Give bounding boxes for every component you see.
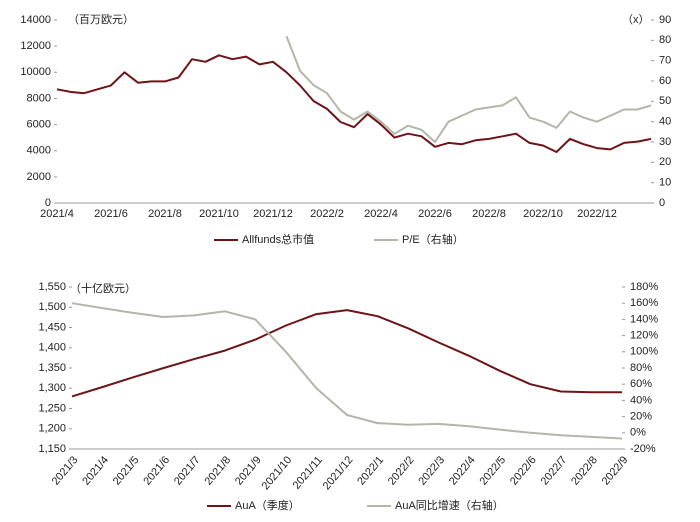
x-tick-label: 2021/8 bbox=[202, 454, 233, 487]
legend-label: AuA同比增速（右轴） bbox=[395, 498, 504, 512]
x-tick-label: 2021/5 bbox=[111, 454, 142, 487]
x-tick-label: 2022/6 bbox=[508, 454, 539, 487]
y-tick-label: 1,250 bbox=[38, 402, 66, 414]
y-tick-label: 1,150 bbox=[38, 443, 66, 455]
x-tick-label: 2021/3 bbox=[50, 454, 81, 487]
x-tick-label: 2021/10 bbox=[260, 454, 295, 492]
x-tick-label: 2022/4 bbox=[364, 208, 398, 220]
x-tick-label: 2021/11 bbox=[291, 454, 325, 492]
x-tick-label: 2022/8 bbox=[472, 208, 506, 220]
legend-label: AuA（季度） bbox=[235, 498, 300, 512]
y2-tick-label: 180% bbox=[630, 281, 658, 293]
x-tick-label: 2022/10 bbox=[523, 208, 563, 220]
x-tick-label: 2022/2 bbox=[310, 208, 344, 220]
y2-tick-label: 10 bbox=[659, 177, 671, 189]
y2-tick-label: 100% bbox=[630, 346, 658, 358]
x-tick-label: 2022/6 bbox=[418, 208, 452, 220]
y-tick-label: 1,500 bbox=[38, 301, 66, 313]
y2-tick-label: 160% bbox=[630, 297, 658, 309]
y2-tick-label: 40% bbox=[630, 394, 652, 406]
y2-tick-label: 0% bbox=[630, 427, 646, 439]
y-tick-label: 1,200 bbox=[38, 423, 66, 435]
series-line bbox=[71, 309, 622, 398]
y-tick-label: 1,400 bbox=[38, 342, 66, 354]
y2-tick-label: 140% bbox=[630, 313, 658, 325]
y2-tick-label: 50 bbox=[659, 95, 671, 107]
legend-label: Allfunds总市值 bbox=[242, 232, 314, 246]
x-tick-label: 2022/3 bbox=[416, 454, 447, 487]
x-tick-label: 2021/12 bbox=[253, 208, 293, 220]
y-tick-label: 4000 bbox=[27, 145, 51, 157]
x-tick-label: 2021/9 bbox=[233, 454, 264, 487]
series-line bbox=[285, 35, 652, 143]
x-tick-label: 2021/8 bbox=[148, 208, 182, 220]
x-tick-label: 2021/7 bbox=[172, 454, 203, 487]
y-tick-label: 10000 bbox=[20, 66, 51, 78]
unit-label: （十亿欧元） bbox=[70, 281, 136, 295]
y-tick-label: 2000 bbox=[27, 171, 51, 183]
y2-tick-label: 20% bbox=[630, 411, 652, 423]
x-tick-label: 2022/8 bbox=[569, 454, 600, 487]
series-line bbox=[71, 302, 623, 440]
x-tick-label: 2022/12 bbox=[577, 208, 617, 220]
unit-label: （百万欧元） bbox=[68, 13, 134, 26]
y2-tick-label: 70 bbox=[659, 55, 671, 67]
x-tick-label: 2022/7 bbox=[539, 454, 570, 487]
x-tick-label: 2021/6 bbox=[94, 208, 128, 220]
y2-tick-label: 120% bbox=[630, 330, 658, 342]
y2-tick-label: 30 bbox=[659, 136, 671, 148]
x-tick-label: 2022/5 bbox=[477, 454, 508, 487]
y2-tick-label: 0 bbox=[659, 197, 665, 209]
y2-tick-label: 90 bbox=[659, 14, 671, 26]
y-tick-label: 1,450 bbox=[38, 321, 66, 333]
x-tick-label: 2021/12 bbox=[321, 454, 356, 492]
y2-tick-label: 60 bbox=[659, 75, 671, 87]
series-line bbox=[56, 54, 652, 153]
x-tick-label: 2022/4 bbox=[447, 454, 478, 487]
y-tick-label: 1,300 bbox=[38, 382, 66, 394]
y2-tick-label: -20% bbox=[630, 443, 656, 455]
unit-label-right: （x） bbox=[622, 13, 650, 26]
legend-label: P/E（右轴） bbox=[402, 232, 464, 246]
x-tick-label: 2022/2 bbox=[386, 454, 417, 487]
y-tick-label: 0 bbox=[45, 197, 51, 209]
y-tick-label: 1,350 bbox=[38, 362, 66, 374]
y2-tick-label: 40 bbox=[659, 116, 671, 128]
y2-tick-label: 80 bbox=[659, 34, 671, 46]
x-tick-label: 2021/10 bbox=[199, 208, 239, 220]
y2-tick-label: 20 bbox=[659, 156, 671, 168]
x-tick-label: 2022/1 bbox=[355, 454, 386, 487]
y-tick-label: 14000 bbox=[20, 14, 51, 26]
y-tick-label: 6000 bbox=[27, 118, 51, 130]
y-tick-label: 1,550 bbox=[38, 281, 66, 293]
y-tick-label: 8000 bbox=[27, 92, 51, 104]
y2-tick-label: 60% bbox=[630, 378, 652, 390]
x-tick-label: 2021/4 bbox=[40, 208, 74, 220]
x-tick-label: 2021/6 bbox=[141, 454, 172, 487]
y-tick-label: 12000 bbox=[20, 40, 51, 52]
x-tick-label: 2021/4 bbox=[80, 454, 111, 487]
y2-tick-label: 80% bbox=[630, 362, 652, 374]
x-tick-label: 2022/9 bbox=[600, 454, 631, 487]
